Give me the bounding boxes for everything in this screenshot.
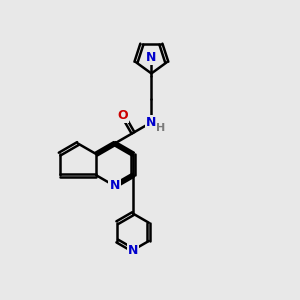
Text: H: H xyxy=(156,123,165,133)
Text: N: N xyxy=(128,244,138,256)
Text: N: N xyxy=(146,116,157,129)
Text: N: N xyxy=(146,51,157,64)
Text: O: O xyxy=(118,109,128,122)
Text: N: N xyxy=(110,179,120,192)
